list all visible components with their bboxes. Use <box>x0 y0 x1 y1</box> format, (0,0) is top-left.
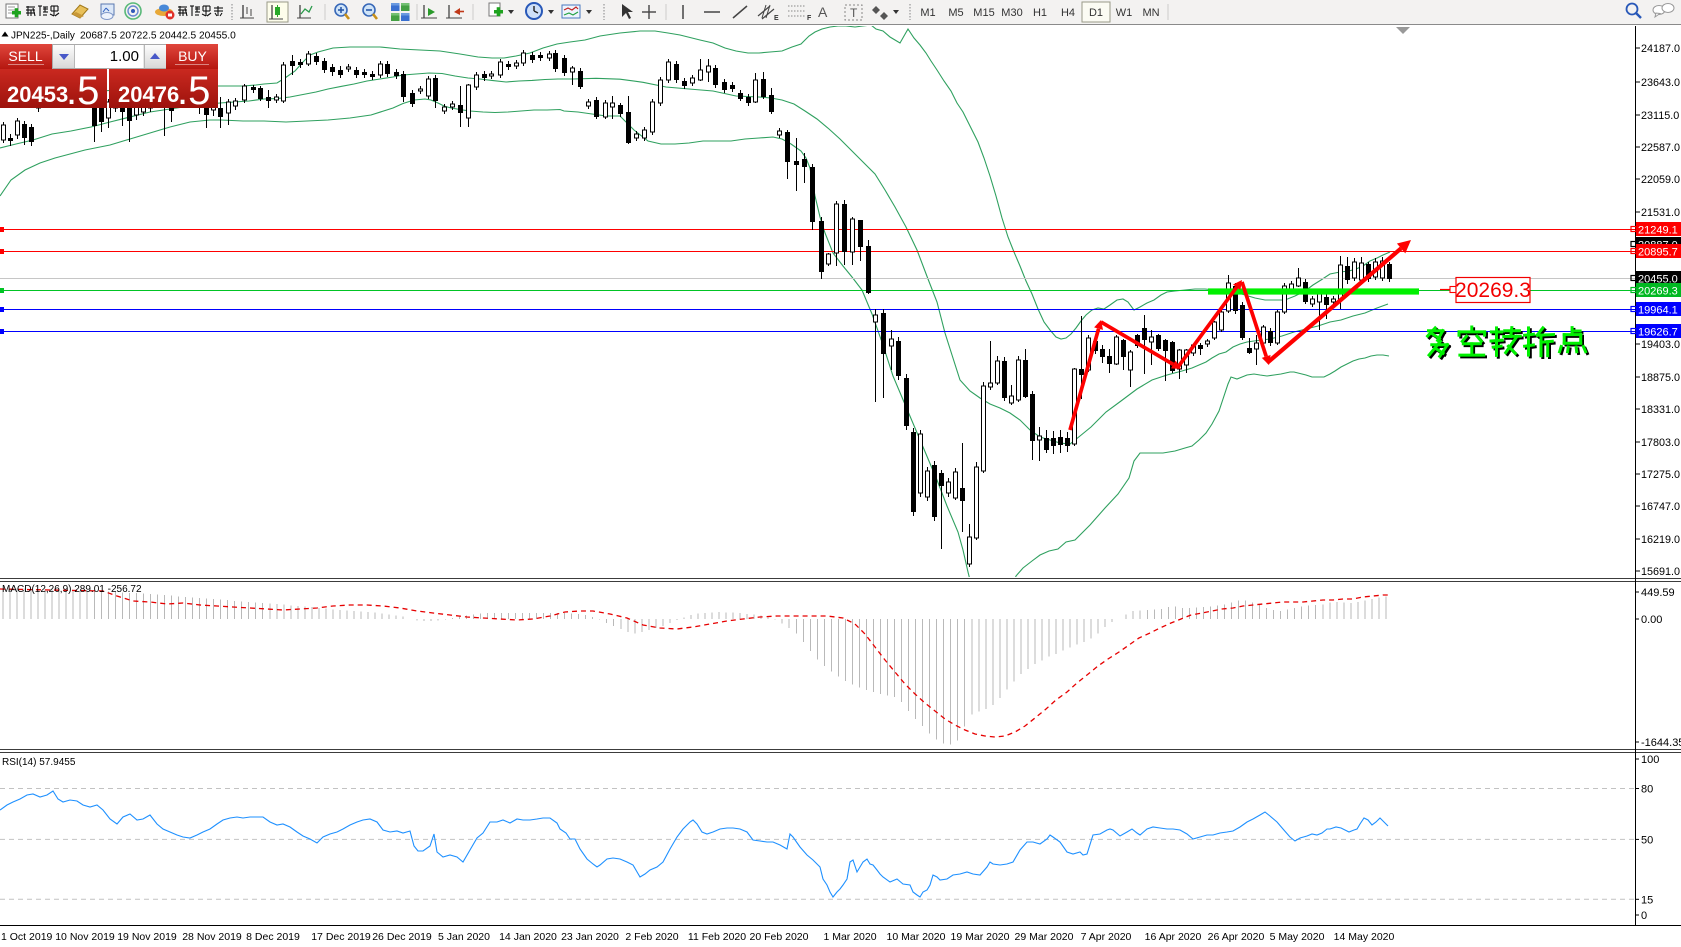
svg-text:50: 50 <box>1641 834 1653 846</box>
svg-text:A: A <box>818 4 828 20</box>
svg-text:MN: MN <box>1142 7 1159 19</box>
svg-text:14 Jan 2020: 14 Jan 2020 <box>499 931 557 943</box>
svg-text:T: T <box>850 6 858 20</box>
svg-text:449.59: 449.59 <box>1641 587 1675 599</box>
svg-text:M30: M30 <box>1001 7 1022 19</box>
svg-text:10 Mar 2020: 10 Mar 2020 <box>887 931 946 943</box>
svg-text:20269.3: 20269.3 <box>1455 279 1531 302</box>
svg-text:23 Jan 2020: 23 Jan 2020 <box>561 931 619 943</box>
svg-text:10 Nov 2019: 10 Nov 2019 <box>55 931 115 943</box>
svg-text:19 Mar 2020: 19 Mar 2020 <box>951 931 1010 943</box>
svg-text:0: 0 <box>1641 910 1647 922</box>
svg-text:16219.0: 16219.0 <box>1641 534 1680 546</box>
svg-text:17803.0: 17803.0 <box>1641 437 1680 449</box>
svg-text:21249.1: 21249.1 <box>1638 225 1678 237</box>
svg-text:11 Feb 2020: 11 Feb 2020 <box>688 931 746 943</box>
svg-text:19964.1: 19964.1 <box>1638 305 1678 317</box>
svg-text:100: 100 <box>1641 754 1659 766</box>
svg-text:19403.0: 19403.0 <box>1641 339 1680 351</box>
svg-text:20 Feb 2020: 20 Feb 2020 <box>750 931 809 943</box>
svg-text:22059.0: 22059.0 <box>1641 174 1680 186</box>
svg-text:21531.0: 21531.0 <box>1641 207 1680 219</box>
svg-text:M5: M5 <box>948 7 963 19</box>
svg-text:18875.0: 18875.0 <box>1641 372 1680 384</box>
svg-text:5 Jan 2020: 5 Jan 2020 <box>438 931 490 943</box>
svg-text:16747.0: 16747.0 <box>1641 501 1680 513</box>
svg-text:20455.0: 20455.0 <box>1638 274 1678 286</box>
svg-text:17 Dec 2019: 17 Dec 2019 <box>311 931 371 943</box>
svg-text:14 May 2020: 14 May 2020 <box>1334 931 1395 943</box>
svg-text:22587.0: 22587.0 <box>1641 142 1680 154</box>
svg-text:23115.0: 23115.0 <box>1641 110 1679 122</box>
svg-text:RSI(14) 57.9455: RSI(14) 57.9455 <box>2 757 76 768</box>
svg-text:5 May 2020: 5 May 2020 <box>1270 931 1325 943</box>
svg-text:15: 15 <box>1641 894 1653 906</box>
svg-text:19 Nov 2019: 19 Nov 2019 <box>117 931 177 943</box>
svg-text:H1: H1 <box>1033 7 1047 19</box>
svg-text:20687.5 20722.5 20442.5 20455.: 20687.5 20722.5 20442.5 20455.0 <box>80 31 236 42</box>
svg-text:20895.7: 20895.7 <box>1638 247 1678 259</box>
svg-text:MACD(12,26,9) 289.01 -256.72: MACD(12,26,9) 289.01 -256.72 <box>2 584 142 595</box>
svg-text:1 Mar 2020: 1 Mar 2020 <box>823 931 876 943</box>
svg-text:M15: M15 <box>973 7 994 19</box>
svg-text:24187.0: 24187.0 <box>1641 43 1680 55</box>
svg-text:26 Dec 2019: 26 Dec 2019 <box>372 931 432 943</box>
svg-text:29 Mar 2020: 29 Mar 2020 <box>1015 931 1074 943</box>
svg-text:23643.0: 23643.0 <box>1641 77 1680 89</box>
svg-text:28 Nov 2019: 28 Nov 2019 <box>182 931 242 943</box>
svg-text:-1644.35: -1644.35 <box>1641 737 1681 749</box>
svg-text:M1: M1 <box>920 7 935 19</box>
svg-text:18331.0: 18331.0 <box>1641 404 1680 416</box>
svg-text:H4: H4 <box>1061 7 1075 19</box>
svg-text:8 Dec 2019: 8 Dec 2019 <box>246 931 300 943</box>
svg-text:26 Apr 2020: 26 Apr 2020 <box>1208 931 1265 943</box>
svg-text:D1: D1 <box>1089 7 1103 19</box>
svg-text:W1: W1 <box>1116 7 1133 19</box>
svg-text:1 Oct 2019: 1 Oct 2019 <box>1 931 53 943</box>
svg-text:19626.7: 19626.7 <box>1638 327 1678 339</box>
svg-text:2 Feb 2020: 2 Feb 2020 <box>625 931 678 943</box>
svg-text:20269.3: 20269.3 <box>1638 286 1678 298</box>
svg-text:15691.0: 15691.0 <box>1641 566 1680 578</box>
svg-text:E: E <box>774 15 779 22</box>
svg-text:16 Apr 2020: 16 Apr 2020 <box>1145 931 1202 943</box>
svg-text:F: F <box>807 15 812 22</box>
svg-text:7 Apr 2020: 7 Apr 2020 <box>1081 931 1132 943</box>
svg-text:80: 80 <box>1641 784 1653 796</box>
svg-text:0.00: 0.00 <box>1641 614 1662 626</box>
svg-text:JPN225-,Daily: JPN225-,Daily <box>11 31 75 42</box>
svg-text:17275.0: 17275.0 <box>1641 469 1680 481</box>
